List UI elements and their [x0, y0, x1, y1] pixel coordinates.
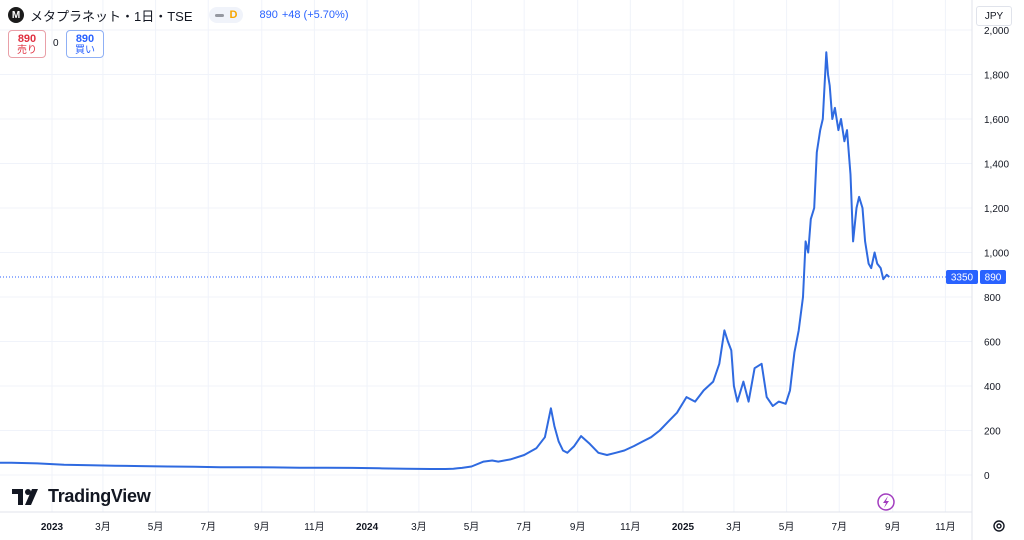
countdown-tag: 3350 [946, 269, 978, 284]
x-tick-label: 3月 [95, 521, 111, 533]
symbol-header: M メタプラネット・1日・TSE D 890 +48 (+5.70%) [8, 5, 348, 25]
buy-label: 買い [75, 45, 95, 56]
time-axis[interactable]: 2023 3月 5月 7月 9月 11月 2024 3月 5月 7月 9月 11月 2025 3月 5月 7月… [41, 521, 956, 533]
x-tick-label: 3月 [726, 521, 742, 533]
data-status-pill[interactable]: D [208, 7, 244, 23]
price-axis[interactable]: 0 200 400 600 800 1,000 1,200 1,400 1,600 1,800 2,… [984, 26, 1009, 482]
buy-price: 890 [75, 33, 95, 45]
sell-price: 890 [17, 33, 37, 45]
gear-icon[interactable] [991, 518, 1007, 534]
sell-label: 売り [17, 45, 37, 56]
minus-icon [214, 13, 224, 17]
last-price-tag-text: 890 [985, 272, 1002, 283]
symbol-logo-icon: M [8, 7, 24, 23]
tradingview-logo[interactable]: TradingView [12, 486, 151, 507]
y-tick-label: 1,000 [984, 249, 1009, 260]
lightning-icon[interactable] [877, 493, 895, 511]
spread-value: 0 [53, 38, 59, 49]
x-tick-label: 11月 [935, 521, 955, 533]
x-tick-label: 5月 [779, 521, 795, 533]
countdown-tag-text: 3350 [951, 272, 974, 283]
x-tick-label: 5月 [148, 521, 164, 533]
y-tick-label: 200 [984, 427, 1001, 438]
price-quote: 890 +48 (+5.70%) [259, 9, 348, 21]
last-price: 890 [259, 9, 278, 21]
sell-button[interactable]: 890 売り [8, 30, 46, 58]
buy-button[interactable]: 890 買い [66, 30, 104, 58]
currency-selector[interactable]: JPY [976, 6, 1012, 26]
x-tick-label: 5月 [464, 521, 480, 533]
x-tick-label: 7月 [831, 521, 847, 533]
x-tick-label: 2024 [356, 522, 379, 533]
y-tick-label: 800 [984, 293, 1001, 304]
x-tick-label: 11月 [304, 521, 324, 533]
y-tick-label: 600 [984, 338, 1001, 349]
countdown-tag-bg [946, 269, 978, 284]
y-tick-label: 1,200 [984, 204, 1009, 215]
x-tick-label: 9月 [885, 521, 901, 533]
symbol-title[interactable]: メタプラネット・1日・TSE [30, 8, 193, 24]
grid-lines [0, 0, 972, 512]
x-tick-label: 2023 [41, 522, 64, 533]
last-price-tag: 890 [980, 269, 1006, 284]
x-tick-label: 3月 [411, 521, 427, 533]
price-line-series [0, 51, 890, 470]
delayed-data-badge: D [229, 9, 238, 21]
x-tick-label: 9月 [570, 521, 586, 533]
x-tick-label: 11月 [620, 521, 640, 533]
y-tick-label: 1,400 [984, 160, 1009, 171]
y-tick-label: 400 [984, 382, 1001, 393]
y-tick-label: 1,600 [984, 115, 1009, 126]
x-tick-label: 7月 [516, 521, 532, 533]
x-tick-label: 7月 [200, 521, 216, 533]
y-tick-label: 0 [984, 471, 990, 482]
y-tick-label: 2,000 [984, 26, 1009, 37]
y-tick-label: 1,800 [984, 71, 1009, 82]
logo-text: TradingView [48, 486, 151, 506]
x-tick-label: 2025 [672, 522, 695, 533]
last-price-tag-bg [980, 269, 1006, 284]
x-tick-label: 9月 [254, 521, 270, 533]
tradingview-logo-icon [12, 488, 38, 505]
price-change: +48 (+5.70%) [281, 9, 349, 21]
